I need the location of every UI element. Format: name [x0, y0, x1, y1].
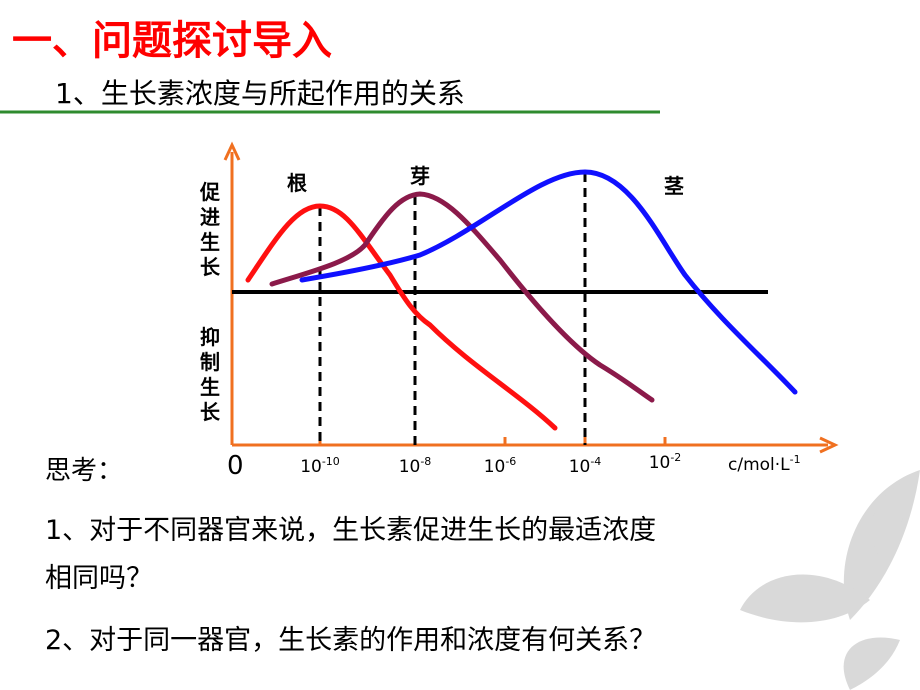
- curves: [245, 169, 798, 431]
- stem-curve: [299, 169, 798, 395]
- x-tick-label: 10-4: [569, 455, 602, 477]
- root-curve: [245, 203, 558, 431]
- x-tick-label: 10-8: [399, 455, 432, 477]
- x-tick-label: 10-6: [484, 455, 517, 477]
- x-axis-label: c/mol·L-1: [728, 453, 801, 475]
- question-heading: 思考：: [45, 456, 124, 486]
- y-label-bottom: 抑制生长: [200, 325, 220, 424]
- question-line: 2、对于同一器官，生长素的作用和浓度有何关系？: [45, 625, 657, 656]
- curve-label: 根: [287, 171, 307, 195]
- leaf-decoration: [740, 470, 920, 690]
- curve-label: 芽: [410, 164, 430, 188]
- question-line: 相同吗？: [45, 563, 153, 594]
- curve-labels: 根 芽 茎: [287, 164, 684, 198]
- bud-curve: [269, 191, 655, 403]
- title: 一、问题探讨导入: [12, 18, 332, 64]
- x-tick-label: 10-10: [300, 455, 340, 477]
- question-line: 1、对于不同器官来说，生长素促进生长的最适浓度: [45, 515, 657, 546]
- curve-label: 茎: [664, 174, 684, 198]
- x-tick-label: 10-2: [649, 451, 682, 473]
- y-label-top: 促进生长: [200, 180, 220, 279]
- origin-label: 0: [227, 451, 244, 481]
- x-tick-labels: 10-10 10-8 10-6 10-4 10-2: [300, 451, 681, 477]
- subtitle: 1、生长素浓度与所起作用的关系: [55, 77, 465, 110]
- peak-lines: [318, 173, 587, 445]
